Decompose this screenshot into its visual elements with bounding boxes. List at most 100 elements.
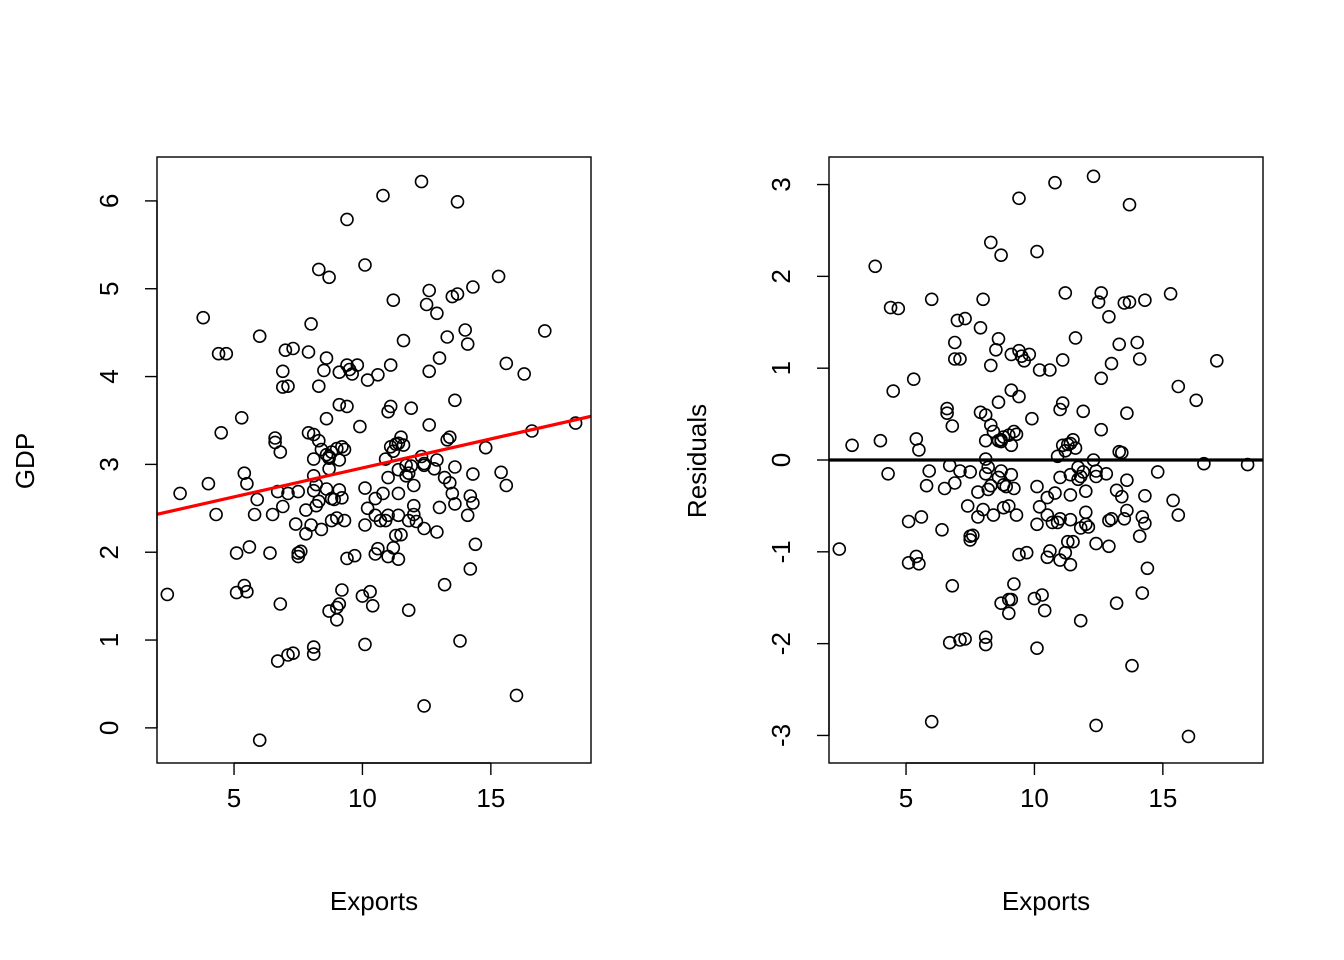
data-point: [494, 465, 508, 480]
data-point: [360, 373, 375, 387]
data-point: [499, 356, 514, 371]
data-point: [1040, 550, 1055, 565]
data-point: [463, 489, 478, 503]
data-point: [460, 337, 475, 351]
data-points: [160, 174, 583, 748]
data-point: [1094, 371, 1108, 386]
data-point: [332, 453, 347, 467]
data-point: [391, 486, 406, 501]
data-point: [901, 514, 916, 529]
data-point: [1063, 512, 1078, 527]
data-point: [448, 497, 462, 511]
data-point: [448, 460, 462, 474]
data-point: [376, 188, 390, 203]
data-point: [281, 486, 295, 501]
data-point: [340, 212, 354, 227]
data-point: [832, 542, 847, 556]
data-point: [306, 647, 321, 661]
data-point: [912, 443, 926, 457]
data-point: [468, 537, 483, 552]
y-tick-label: 2: [766, 269, 796, 283]
data-point: [883, 300, 898, 315]
data-point: [1068, 331, 1083, 345]
data-point: [1166, 493, 1180, 508]
data-point: [301, 345, 316, 359]
data-point: [332, 365, 347, 380]
y-tick-label: 1: [94, 633, 124, 647]
data-point: [1001, 499, 1016, 513]
data-point: [978, 630, 993, 645]
data-point: [234, 410, 249, 425]
data-point: [978, 637, 993, 652]
data-point: [422, 418, 437, 432]
data-point: [293, 544, 308, 559]
data-point: [981, 482, 996, 497]
data-point: [386, 293, 401, 308]
data-point: [994, 248, 1008, 262]
data-point: [983, 478, 998, 493]
data-point: [306, 483, 321, 498]
data-point: [1043, 363, 1057, 377]
data-point: [281, 379, 295, 394]
data-point: [1063, 467, 1078, 482]
data-point: [1037, 603, 1052, 618]
data-point: [1117, 296, 1132, 310]
data-point: [448, 393, 462, 408]
data-point: [442, 430, 457, 445]
y-tick-label: 5: [94, 282, 124, 296]
data-point: [440, 432, 455, 447]
data-point: [1125, 658, 1139, 673]
data-point: [953, 352, 967, 366]
data-point: [1091, 295, 1106, 309]
data-point: [335, 439, 349, 454]
data-point: [1089, 464, 1103, 478]
data-point: [173, 486, 187, 501]
data-point: [1009, 508, 1024, 522]
data-point: [1045, 515, 1060, 530]
data-point: [919, 478, 934, 493]
data-point: [417, 521, 431, 536]
data-point: [1030, 479, 1044, 494]
data-point: [265, 507, 280, 522]
data-point: [924, 292, 939, 307]
data-point: [466, 280, 480, 294]
data-point: [1210, 353, 1224, 368]
data-point: [275, 499, 290, 514]
data-point: [463, 562, 478, 576]
data-point: [273, 445, 288, 459]
data-point: [201, 476, 216, 491]
data-point: [1120, 473, 1134, 488]
data-point: [304, 317, 318, 331]
data-point: [881, 466, 895, 481]
data-point: [924, 714, 939, 729]
data-point: [1130, 335, 1144, 350]
data-point: [1012, 191, 1026, 206]
y-axis-label: Residuals: [682, 404, 712, 518]
data-point: [291, 546, 306, 560]
data-point: [430, 306, 444, 321]
data-point: [1063, 488, 1078, 502]
data-point: [1007, 424, 1021, 439]
data-point: [1102, 309, 1116, 324]
data-point: [868, 259, 883, 274]
data-point: [322, 270, 336, 285]
data-point: [1079, 484, 1093, 499]
data-point: [358, 258, 372, 272]
data-point: [1032, 363, 1047, 377]
y-tick-label: 0: [94, 721, 124, 735]
data-point: [1004, 347, 1019, 362]
data-point: [983, 418, 998, 432]
data-point: [1035, 588, 1049, 602]
data-point: [383, 399, 398, 414]
x-tick-label: 10: [348, 783, 377, 813]
data-point: [332, 597, 347, 611]
data-point: [1009, 427, 1024, 442]
data-point: [1197, 456, 1211, 471]
data-point: [306, 640, 321, 654]
data-point: [337, 513, 352, 528]
data-point: [991, 395, 1006, 410]
data-point: [445, 486, 460, 501]
data-point: [1079, 517, 1093, 532]
data-point: [1112, 337, 1126, 352]
data-point: [275, 380, 290, 394]
